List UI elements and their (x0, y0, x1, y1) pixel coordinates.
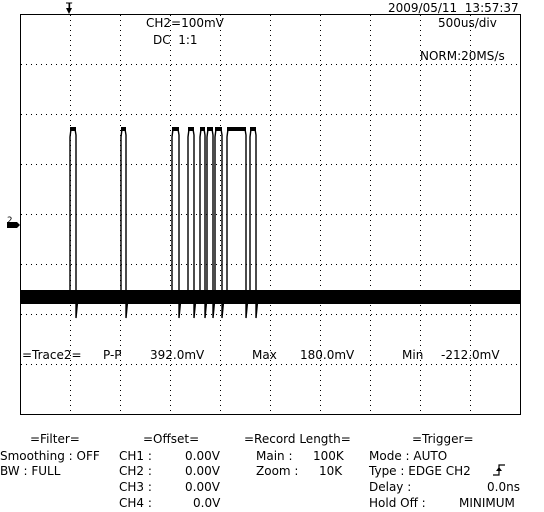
bandwidth-setting: BW : FULL (0, 464, 61, 478)
timebase: 500us/div (438, 16, 497, 30)
pp-label: P-P (103, 348, 122, 362)
trace-pulse-top (250, 127, 256, 131)
ch2-ground-marker (7, 222, 20, 228)
trace-pulse-top (215, 127, 222, 131)
trigger-position-marker (66, 2, 72, 14)
offset-ch1-label: CH1 : (119, 449, 152, 463)
acquisition-mode: NORM:20MS/s (420, 49, 505, 63)
trigger-type: Type : EDGE CH2 (369, 464, 471, 478)
record-main-value: 100K (313, 449, 344, 463)
offset-title: =Offset= (143, 432, 200, 446)
trace-pulse (248, 128, 259, 319)
trigger-holdoff-value: MINIMUM (459, 496, 515, 510)
offset-ch1-value: 0.00V (185, 449, 220, 463)
trigger-marker-label: T (67, 2, 73, 12)
trace-label: =Trace2= (22, 348, 82, 362)
offset-ch3-value: 0.00V (185, 480, 220, 494)
record-zoom-value: 10K (319, 464, 343, 478)
trace-pulse-top (207, 127, 213, 131)
trace-pulse-top (70, 127, 76, 131)
waveform-trace (21, 127, 520, 319)
rising-edge-icon (493, 464, 505, 476)
trace-pulse-top (188, 127, 194, 131)
trigger-mode: Mode : AUTO (369, 449, 448, 463)
trace-pulse-top (172, 127, 179, 131)
min-value: -212.0mV (441, 348, 500, 362)
record-zoom-label: Zoom : (256, 464, 299, 478)
trigger-holdoff-label: Hold Off : (369, 496, 426, 510)
offset-ch4-value: 0.0V (193, 496, 221, 510)
trace-pulse (205, 128, 216, 319)
max-value: 180.0mV (300, 348, 355, 362)
trace-pulse (119, 128, 129, 319)
waveform-display (7, 2, 521, 415)
trace-pulse-top (200, 127, 205, 131)
offset-ch4-label: CH4 : (119, 496, 152, 510)
max-label: Max (252, 348, 277, 362)
record-title: =Record Length= (244, 432, 351, 446)
channel-scale: CH2=100mV (146, 16, 224, 30)
graticule-grid (21, 15, 520, 414)
trace-pulse (213, 128, 225, 319)
pp-value: 392.0mV (150, 348, 205, 362)
offset-ch2-label: CH2 : (119, 464, 152, 478)
trigger-title: =Trigger= (412, 432, 474, 446)
trace-pulse-top (227, 127, 246, 131)
offset-ch2-value: 0.00V (185, 464, 220, 478)
trace-pulse (68, 128, 79, 319)
record-main-label: Main : (256, 449, 293, 463)
offset-ch3-label: CH3 : (119, 480, 152, 494)
trace-pulse (170, 128, 182, 319)
coupling: DC 1:1 (153, 33, 198, 47)
trace-pulse (186, 128, 197, 319)
smoothing-setting: Smoothing : OFF (0, 449, 100, 463)
ch2-marker-label: 2 (7, 216, 13, 226)
datetime: 2009/05/11 13:57:37 (388, 1, 519, 15)
trace-pulse-top (121, 127, 126, 131)
trace-pulse (198, 128, 208, 319)
trace-pulse (225, 128, 249, 319)
trigger-delay-label: Delay : (369, 480, 412, 494)
trigger-delay-value: 0.0ns (487, 480, 520, 494)
min-label: Min (402, 348, 424, 362)
graticule-frame (20, 14, 521, 415)
filter-title: =Filter= (30, 432, 80, 446)
